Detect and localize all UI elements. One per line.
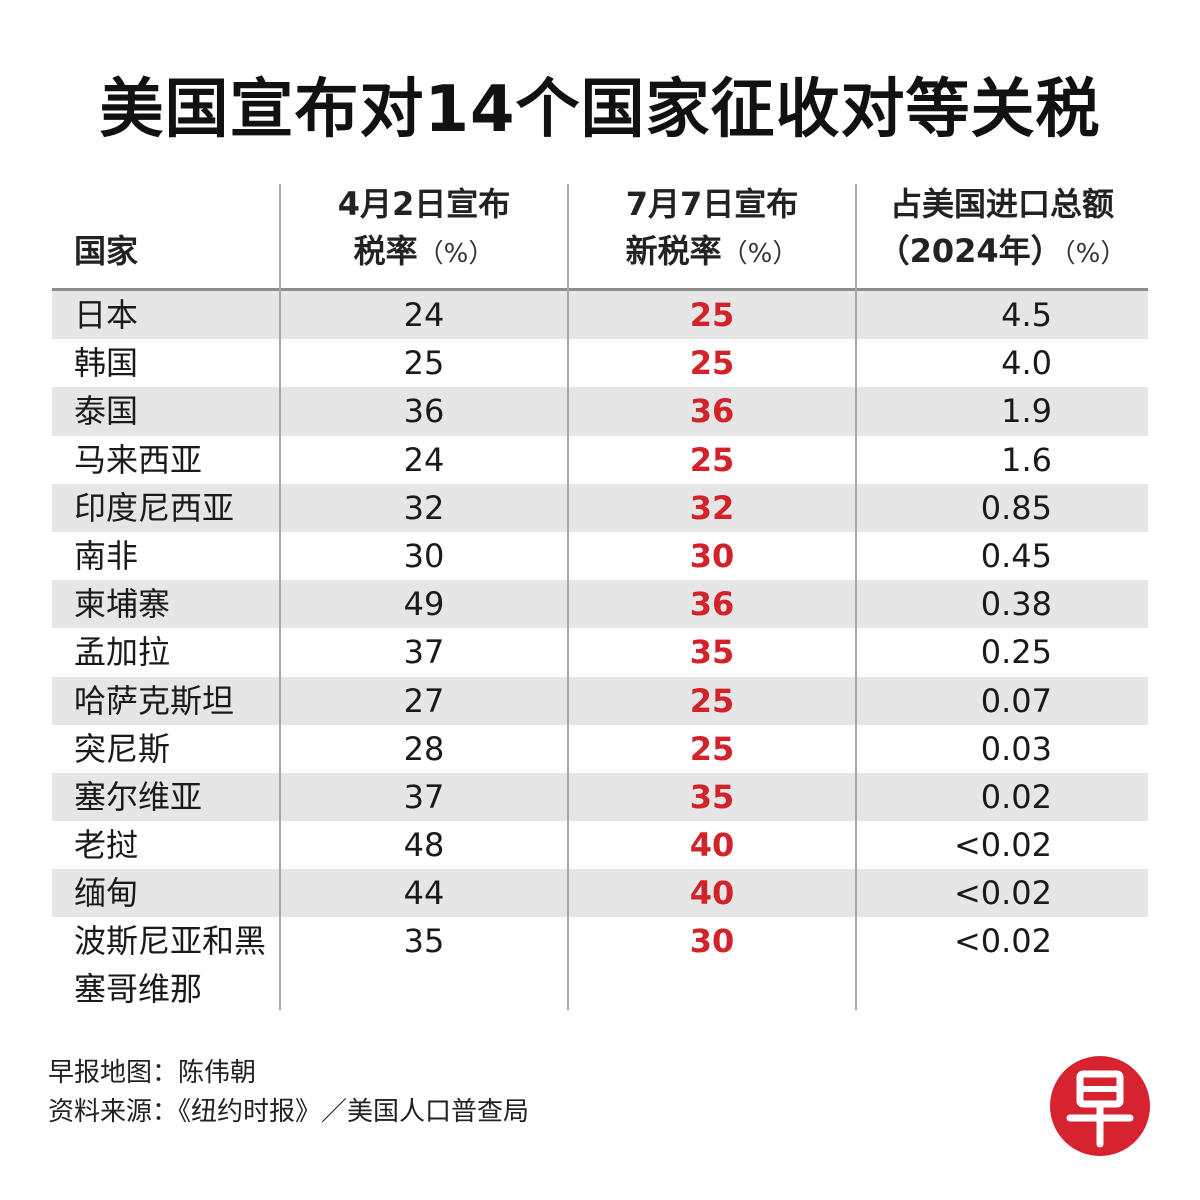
table-row: 印度尼西亚 32 32 0.85	[52, 483, 1148, 532]
cell-import-share: <0.02	[953, 874, 1052, 913]
table-row: 突尼斯 28 25 0.03	[52, 725, 1148, 773]
table-row: 老挝 48 40 <0.02	[52, 821, 1148, 869]
header-july-line1: 7月7日宣布	[625, 185, 799, 224]
cell-import-share: 0.03	[980, 729, 1052, 768]
cell-import-share: 0.25	[980, 633, 1052, 672]
table-row: 波斯尼亚和黑塞哥维那 35 30 <0.02	[52, 917, 1148, 1013]
cell-april-rate: 24	[403, 296, 445, 334]
cell-import-share: 4.5	[1001, 296, 1052, 334]
header-import-share: 占美国进口总额 （2024年）（%）	[856, 180, 1148, 288]
table-row: 塞尔维亚 37 35 0.02	[52, 772, 1148, 822]
footer: 早报地图：陈伟朝 资料来源：《纽约时报》／美国人口普查局	[48, 1054, 529, 1132]
header-july-line2-wrap: 新税率（%）	[626, 228, 799, 274]
header-july-unit: （%）	[721, 238, 799, 269]
cell-import-share: 0.45	[980, 536, 1052, 575]
header-april-unit: （%）	[417, 238, 495, 269]
table-row: 泰国 36 36 1.9	[52, 387, 1148, 436]
table-row: 南非 30 30 0.45	[52, 532, 1148, 580]
zaobao-logo	[1050, 1056, 1150, 1156]
cell-july-rate: 25	[689, 296, 735, 334]
cell-july-rate: 36	[689, 392, 735, 431]
table-row: 哈萨克斯坦 27 25 0.07	[52, 676, 1148, 725]
header-divider	[52, 288, 1148, 291]
header-july-rate: 7月7日宣布 新税率（%）	[568, 180, 856, 288]
cell-country: 老挝	[74, 826, 139, 865]
cell-country: 马来西亚	[74, 440, 203, 479]
cell-country: 塞尔维亚	[74, 777, 203, 816]
cell-april-rate: 36	[403, 392, 445, 431]
cell-april-rate: 44	[403, 874, 445, 913]
column-divider-2	[567, 184, 569, 1010]
table-row: 缅甸 44 40 <0.02	[52, 869, 1148, 918]
cell-country: 泰国	[74, 392, 139, 431]
cell-import-share: 0.38	[980, 585, 1052, 624]
cell-import-share: 0.02	[980, 777, 1052, 816]
cell-country: 缅甸	[74, 874, 139, 913]
cell-july-rate: 35	[689, 633, 735, 672]
cell-april-rate: 24	[403, 440, 445, 479]
cell-july-rate: 30	[689, 922, 735, 961]
column-divider-1	[279, 184, 281, 1010]
table-row: 日本 24 25 4.5	[52, 291, 1148, 340]
cell-country: 印度尼西亚	[74, 488, 235, 527]
cell-july-rate: 40	[689, 826, 735, 865]
cell-july-rate: 40	[689, 874, 735, 913]
cell-import-share: 1.9	[1001, 392, 1052, 431]
cell-july-rate: 30	[689, 536, 735, 575]
cell-april-rate: 49	[403, 585, 445, 624]
cell-april-rate: 28	[403, 729, 445, 768]
table-row: 马来西亚 24 25 1.6	[52, 436, 1148, 484]
header-share-line1: 占美国进口总额	[889, 185, 1114, 224]
cell-import-share: 0.07	[980, 681, 1052, 720]
cell-import-share: 1.6	[1001, 440, 1052, 479]
header-april-rate: 4月2日宣布 税率（%）	[280, 180, 568, 288]
cell-country: 韩国	[74, 344, 139, 383]
header-april-line1: 4月2日宣布	[337, 185, 511, 224]
cell-april-rate: 27	[403, 681, 445, 720]
cell-july-rate: 25	[689, 729, 735, 768]
header-share-line2: （2024年）	[877, 231, 1063, 270]
cell-country: 突尼斯	[74, 729, 171, 768]
cell-country: 柬埔寨	[74, 585, 171, 624]
header-country: 国家	[52, 180, 280, 288]
cell-country: 波斯尼亚和黑塞哥维那	[74, 922, 267, 1009]
page-title: 美国宣布对14个国家征收对等关税	[99, 73, 1101, 147]
header-share-line2-wrap: （2024年）（%）	[878, 228, 1127, 274]
cell-april-rate: 37	[403, 777, 445, 816]
table-body: 日本 24 25 4.5 韩国 25 25 4.0 泰国 36 36 1.9 马来西亚 24 25 1.6 印度…	[52, 291, 1148, 1013]
cell-import-share: <0.02	[953, 922, 1052, 961]
cell-country: 孟加拉	[74, 633, 171, 672]
cell-april-rate: 30	[403, 536, 445, 575]
cell-july-rate: 32	[689, 488, 735, 527]
header-april-line2-wrap: 税率（%）	[354, 228, 495, 274]
cell-import-share: 4.0	[1001, 344, 1052, 383]
table-row: 柬埔寨 49 36 0.38	[52, 580, 1148, 629]
map-credit: 早报地图：陈伟朝	[48, 1058, 257, 1088]
cell-april-rate: 25	[403, 344, 445, 383]
header-april-line2: 税率	[353, 231, 418, 270]
column-divider-3	[855, 184, 857, 1010]
cell-july-rate: 36	[689, 585, 735, 624]
cell-country: 日本	[74, 296, 139, 334]
zaobao-logo-mark	[1066, 1070, 1134, 1148]
header-country-label: 国家	[74, 231, 139, 270]
cell-july-rate: 25	[689, 440, 735, 479]
cell-july-rate: 25	[689, 344, 735, 383]
cell-july-rate: 25	[689, 681, 735, 720]
cell-import-share: 0.85	[980, 488, 1052, 527]
source-credit: 资料来源：《纽约时报》／美国人口普查局	[48, 1097, 530, 1127]
table-row: 孟加拉 37 35 0.25	[52, 628, 1148, 676]
header-july-line2: 新税率	[625, 231, 722, 270]
cell-april-rate: 35	[403, 922, 445, 961]
cell-april-rate: 32	[403, 488, 445, 527]
header-share-unit: （%）	[1062, 238, 1127, 269]
cell-import-share: <0.02	[953, 826, 1052, 865]
cell-country: 哈萨克斯坦	[74, 681, 235, 720]
cell-july-rate: 35	[689, 777, 735, 816]
tariff-table: 国家 4月2日宣布 税率（%） 7月7日宣布 新税率（%） 占美国进口总额 （2…	[52, 180, 1148, 1010]
table-row: 韩国 25 25 4.0	[52, 339, 1148, 387]
cell-country: 南非	[74, 536, 139, 575]
cell-april-rate: 37	[403, 633, 445, 672]
cell-april-rate: 48	[403, 826, 445, 865]
